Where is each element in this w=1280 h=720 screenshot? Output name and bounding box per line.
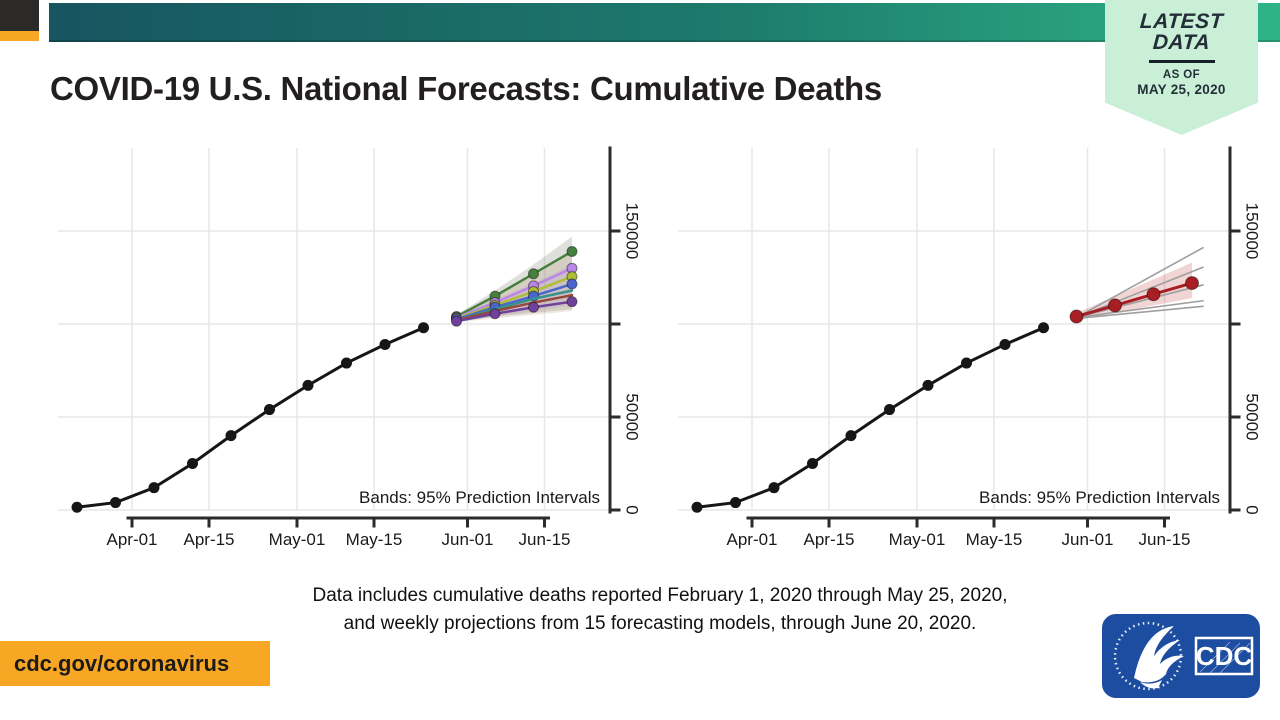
reported-cumulative-deaths-point <box>71 501 83 513</box>
x-tick-label: Apr-01 <box>106 530 157 549</box>
reported-cumulative-deaths-point <box>418 322 429 334</box>
reported-cumulative-deaths-point <box>691 501 703 513</box>
x-tick-label: Jun-01 <box>442 530 494 549</box>
right-forecast-chart: Apr-01 Apr-15 May-01 May-15 Jun-01 Jun-15 0 500… <box>678 146 1262 549</box>
badge-date: MAY 25, 2020 <box>1137 82 1226 98</box>
reported-cumulative-deaths-point <box>110 497 121 509</box>
x-tick-label: May-01 <box>269 530 326 549</box>
ensemble-forecast-point <box>1069 309 1084 324</box>
ensemble-forecast-point <box>1108 298 1122 313</box>
x-tick-label: Jun-01 <box>1062 530 1114 549</box>
badge-line2: DATA <box>1152 30 1211 54</box>
model-7-point <box>489 308 501 320</box>
x-tick-label: Jun-15 <box>519 530 571 549</box>
model-1-point <box>528 268 539 280</box>
reported-cumulative-deaths-point <box>148 482 160 494</box>
x-tick-label: Apr-01 <box>726 530 777 549</box>
model-7-point <box>451 315 462 327</box>
reported-cumulative-deaths-point <box>999 338 1011 350</box>
cdc-logo: CDC <box>1100 612 1262 700</box>
reported-cumulative-deaths-point <box>845 430 857 442</box>
y-tick-label: 0 <box>623 505 642 514</box>
model-2-line <box>455 266 574 319</box>
model-4-line <box>455 282 574 321</box>
bands-annotation: Bands: 95% Prediction Intervals <box>359 488 600 507</box>
reported-cumulative-deaths-line <box>75 326 425 509</box>
individual-model-5-line <box>1075 305 1204 320</box>
corner-orange-strip <box>0 31 39 41</box>
reported-cumulative-deaths-point <box>187 458 198 469</box>
x-tick-label: Apr-15 <box>803 530 854 549</box>
reported-cumulative-deaths-point <box>730 497 741 509</box>
latest-data-badge: LATEST DATA AS OF MAY 25, 2020 <box>1105 0 1258 135</box>
caption-line1: Data includes cumulative deaths reported… <box>312 585 1008 606</box>
header-gradient-bar <box>49 3 1280 42</box>
y-tick-label: 50000 <box>623 393 642 440</box>
badge-as-of: AS OF <box>1162 69 1201 82</box>
reported-cumulative-deaths-point <box>961 357 972 369</box>
x-tick-label: Jun-15 <box>1139 530 1191 549</box>
cdc-logo-label: CDC <box>1196 641 1253 671</box>
ensemble-forecast-point <box>1146 287 1161 302</box>
model-3-line <box>455 275 574 320</box>
ensemble-forecast-point <box>1185 276 1199 291</box>
page-title: COVID-19 U.S. National Forecasts: Cumula… <box>50 70 882 107</box>
individual-model-3-line <box>1075 284 1204 319</box>
badge-line1: LATEST <box>1139 10 1224 33</box>
y-tick-label: 150000 <box>623 203 642 260</box>
x-tick-label: May-15 <box>966 530 1023 549</box>
reported-cumulative-deaths-point <box>302 379 314 391</box>
reported-cumulative-deaths-line <box>695 326 1045 509</box>
ensemble-forecast-line <box>1075 281 1194 319</box>
individual-model-4-line <box>1075 299 1204 319</box>
y-tick-label: 150000 <box>1243 203 1262 260</box>
reported-cumulative-deaths-point <box>768 482 780 494</box>
reported-cumulative-deaths-point <box>884 404 895 416</box>
reported-cumulative-deaths-point <box>1038 322 1049 334</box>
reported-cumulative-deaths-point <box>922 379 934 391</box>
model-6-line <box>455 293 574 322</box>
cdc-box: CDC <box>1194 636 1254 676</box>
model-1-point <box>566 245 578 257</box>
badge-divider <box>1148 60 1215 64</box>
corner-black-block <box>0 0 39 31</box>
bands-annotation: Bands: 95% Prediction Intervals <box>979 488 1220 507</box>
y-tick-label: 50000 <box>1243 393 1262 440</box>
reported-cumulative-deaths-point <box>264 404 275 416</box>
x-tick-label: May-15 <box>346 530 403 549</box>
hhs-eagle-icon <box>1113 621 1184 691</box>
model-7-point <box>528 301 539 313</box>
cdc-url-link[interactable]: cdc.gov/coronavirus <box>0 641 270 686</box>
model-7-point <box>566 296 578 308</box>
model-4-point <box>566 278 578 290</box>
caption-line2: and weekly projections from 15 forecasti… <box>343 612 977 634</box>
model-7-line <box>455 300 574 323</box>
individual-model-1-line <box>1075 246 1204 319</box>
model-1-line <box>455 250 574 318</box>
data-caption: Data includes cumulative deaths reported… <box>240 582 1080 637</box>
reported-cumulative-deaths-point <box>379 338 391 350</box>
reported-cumulative-deaths-point <box>225 430 237 442</box>
left-forecast-chart: Apr-01 Apr-15 May-01 May-15 Jun-01 Jun-15 0 500… <box>58 146 642 549</box>
reported-cumulative-deaths-point <box>341 357 352 369</box>
reported-cumulative-deaths-point <box>807 458 818 469</box>
x-tick-label: May-01 <box>889 530 946 549</box>
x-tick-label: Apr-15 <box>183 530 234 549</box>
y-tick-label: 0 <box>1243 505 1262 514</box>
